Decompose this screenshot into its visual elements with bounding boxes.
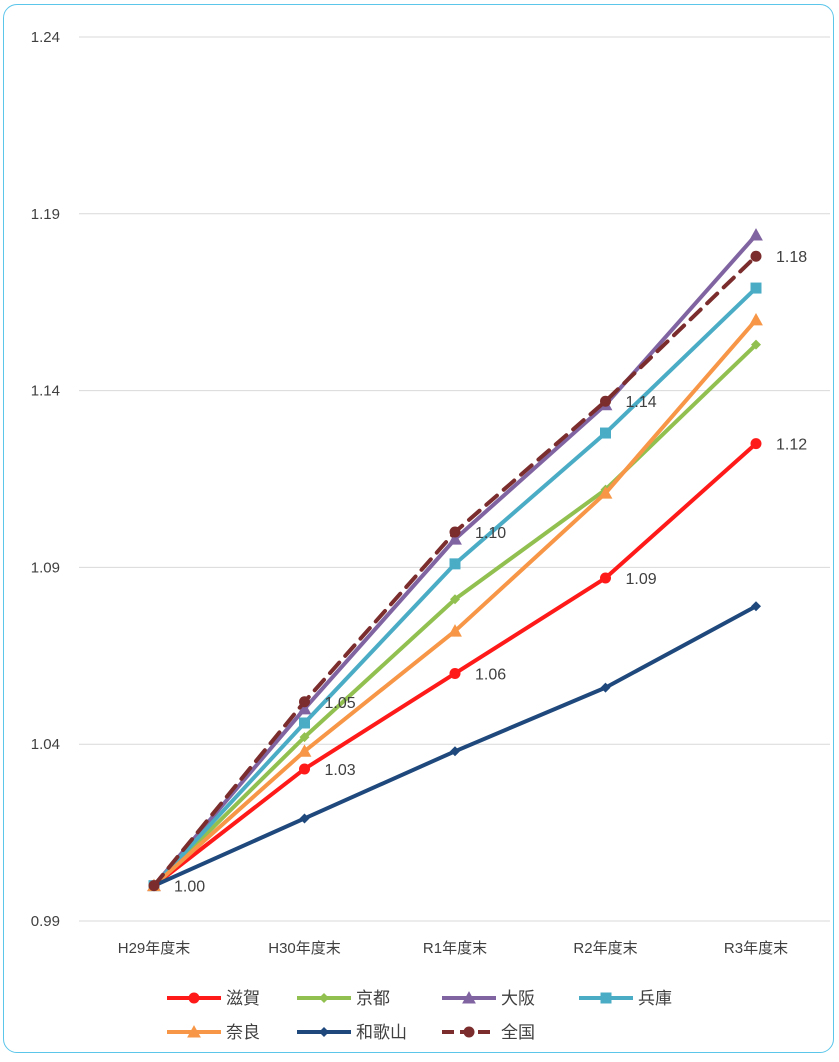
- legend-label: 全国: [501, 1023, 535, 1043]
- legend-item-大阪: 大阪: [442, 989, 535, 1009]
- y-tick-label: 0.99: [31, 913, 60, 930]
- series-line-滋賀: [152, 441, 758, 888]
- legend-swatch-marker: [188, 992, 200, 1004]
- data-labels: 1.00 1.03 1.06 1.09 1.12 1.05 1.10 1.14 1.18: [174, 249, 807, 895]
- y-tick-label: 1.04: [31, 736, 60, 753]
- x-tick-label: H29年度末: [118, 940, 191, 957]
- data-point-滋賀: [750, 438, 762, 450]
- data-point-和歌山: [450, 746, 460, 757]
- y-tick-label: 1.24: [31, 29, 60, 46]
- legend-swatch-marker: [600, 992, 612, 1004]
- legend-item-滋賀: 滋賀: [167, 989, 260, 1009]
- data-point-滋賀: [449, 667, 461, 679]
- legend-item-全国: 全国: [442, 1023, 535, 1043]
- data-point-全国: [449, 526, 461, 538]
- y-tick-label: 1.19: [31, 206, 60, 223]
- data-point-全国: [148, 880, 160, 892]
- data-point-兵庫: [449, 558, 461, 570]
- data-label: 1.09: [626, 571, 657, 588]
- data-point-滋賀: [600, 572, 611, 584]
- data-point-兵庫: [750, 282, 762, 294]
- data-point-京都: [299, 732, 310, 743]
- data-label: 1.12: [776, 437, 807, 454]
- line-chart: 0.99 1.04 1.09 1.14 1.19 1.24 H29年度末 H30年度末 R1年…: [31, 29, 830, 1043]
- series-和歌山: [149, 601, 761, 891]
- data-label: 1.03: [325, 762, 356, 779]
- y-tick-label: 1.09: [31, 559, 60, 576]
- legend-label: 滋賀: [226, 989, 260, 1009]
- data-label: 1.10: [475, 525, 506, 542]
- series-group: [147, 228, 763, 892]
- data-point-兵庫: [600, 427, 611, 439]
- legend-swatch-marker: [187, 1025, 201, 1038]
- x-tick-label: R3年度末: [724, 940, 788, 957]
- legend-label: 奈良: [226, 1023, 260, 1043]
- data-point-大阪: [749, 228, 763, 241]
- data-label: 1.06: [475, 666, 506, 683]
- legend-item-京都: 京都: [297, 989, 390, 1009]
- legend-item-和歌山: 和歌山: [297, 1023, 407, 1043]
- legend-label: 兵庫: [638, 989, 672, 1009]
- series-全国: [148, 250, 762, 892]
- data-point-大阪: [448, 532, 462, 545]
- data-point-京都: [450, 594, 460, 605]
- legend-swatch-marker: [463, 1026, 475, 1038]
- data-label: 1.00: [174, 879, 205, 896]
- series-line-和歌山: [152, 604, 758, 888]
- legend-label: 大阪: [501, 989, 535, 1009]
- data-point-大阪: [297, 701, 312, 715]
- legend-item-兵庫: 兵庫: [579, 989, 672, 1009]
- x-tick-label: R1年度末: [423, 940, 487, 957]
- legend-label: 京都: [356, 989, 390, 1009]
- data-point-奈良: [598, 486, 613, 499]
- data-point-兵庫: [299, 717, 310, 729]
- legend-label: 和歌山: [356, 1023, 407, 1043]
- data-point-全国: [600, 395, 611, 407]
- data-point-和歌山: [299, 813, 310, 824]
- legend-swatch-marker: [319, 993, 329, 1003]
- data-point-和歌山: [751, 601, 761, 612]
- series-滋賀: [148, 438, 762, 892]
- legend-swatch-marker: [462, 991, 476, 1004]
- data-point-全国: [299, 696, 310, 708]
- legend-item-奈良: 奈良: [167, 1023, 260, 1043]
- x-tick-label: R2年度末: [573, 940, 637, 957]
- y-tick-label: 1.14: [31, 383, 60, 400]
- data-point-奈良: [448, 624, 462, 637]
- data-point-滋賀: [299, 763, 310, 775]
- series-line-全国: [152, 254, 758, 888]
- data-label: 1.18: [776, 249, 807, 266]
- legend-swatch-marker: [319, 1027, 329, 1037]
- data-label: 1.14: [626, 394, 657, 411]
- y-axis-ticks: 0.99 1.04 1.09 1.14 1.19 1.24: [31, 29, 60, 930]
- data-label: 1.05: [325, 695, 356, 712]
- chart-frame: 0.99 1.04 1.09 1.14 1.19 1.24 H29年度末 H30年度末 R1年…: [3, 4, 834, 1053]
- data-point-和歌山: [600, 682, 611, 693]
- data-point-京都: [751, 339, 761, 350]
- data-point-奈良: [749, 312, 763, 326]
- x-tick-label: H30年度末: [268, 940, 341, 957]
- data-point-奈良: [297, 744, 312, 757]
- x-axis-ticks: H29年度末 H30年度末 R1年度末 R2年度末 R3年度末: [118, 940, 788, 957]
- data-point-全国: [750, 250, 762, 262]
